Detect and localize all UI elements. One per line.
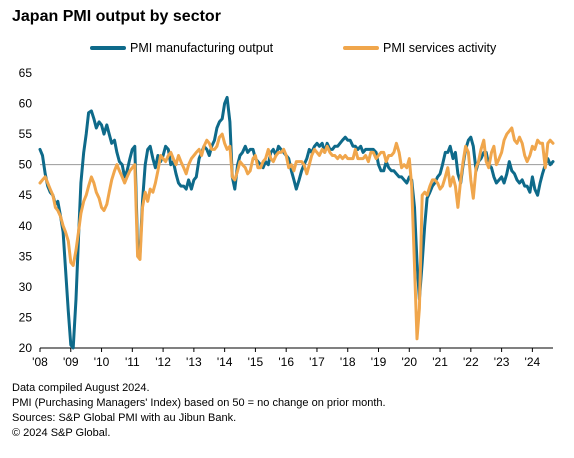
- footer-note-data-compiled: Data compiled August 2024.: [12, 382, 150, 394]
- x-tick-label: '23: [494, 355, 510, 369]
- y-tick-label: 60: [19, 97, 33, 111]
- footer-note-pmi-definition: PMI (Purchasing Managers' Index) based o…: [12, 397, 386, 409]
- x-tick-label: '13: [186, 355, 202, 369]
- x-tick-label: '12: [155, 355, 171, 369]
- chart-title: Japan PMI output by sector: [12, 8, 221, 25]
- legend-swatch-manufacturing: [90, 46, 126, 50]
- x-tick-label: '18: [340, 355, 356, 369]
- x-tick-label: '21: [432, 355, 448, 369]
- y-tick-label: 45: [19, 188, 33, 202]
- legend-item-manufacturing: PMI manufacturing output: [90, 41, 273, 55]
- x-tick-label: '22: [463, 355, 479, 369]
- x-tick-label: '10: [94, 355, 110, 369]
- y-tick-label: 40: [19, 219, 33, 233]
- y-tick-label: 20: [19, 341, 33, 355]
- y-tick-label: 55: [19, 127, 33, 141]
- x-tick-label: '11: [125, 355, 140, 369]
- legend-item-services: PMI services activity: [343, 41, 496, 55]
- legend-label-services: PMI services activity: [383, 41, 497, 55]
- legend-label-manufacturing: PMI manufacturing output: [130, 41, 274, 55]
- footer-note-copyright: © 2024 S&P Global.: [12, 427, 111, 439]
- chart-footer: Data compiled August 2024. PMI (Purchasi…: [12, 381, 386, 441]
- footer-note-sources: Sources: S&P Global PMI with au Jibun Ba…: [12, 412, 237, 424]
- y-tick-label: 50: [19, 158, 33, 172]
- y-tick-label: 30: [19, 280, 33, 294]
- series-line-manufacturing: [38, 95, 555, 350]
- x-tick-label: '17: [309, 355, 325, 369]
- x-tick-label: '08: [32, 355, 48, 369]
- x-tick-label: '09: [63, 355, 79, 369]
- series-line-services: [38, 126, 555, 341]
- x-tick-label: '19: [371, 355, 387, 369]
- y-tick-label: 35: [19, 249, 33, 263]
- line-chart: 20 25 30 35 40 45 50 55 60 65 '08 '09 '10 '11 '12 '13 '1…: [19, 66, 555, 369]
- y-tick-label: 25: [19, 310, 33, 324]
- x-tick-label: '20: [401, 355, 417, 369]
- x-tick-label: '16: [278, 355, 294, 369]
- legend-swatch-services: [343, 46, 379, 50]
- y-tick-label: 65: [19, 66, 33, 80]
- x-tick-label: '14: [217, 355, 233, 369]
- x-tick-label: '24: [525, 355, 541, 369]
- x-tick-label: '15: [248, 355, 264, 369]
